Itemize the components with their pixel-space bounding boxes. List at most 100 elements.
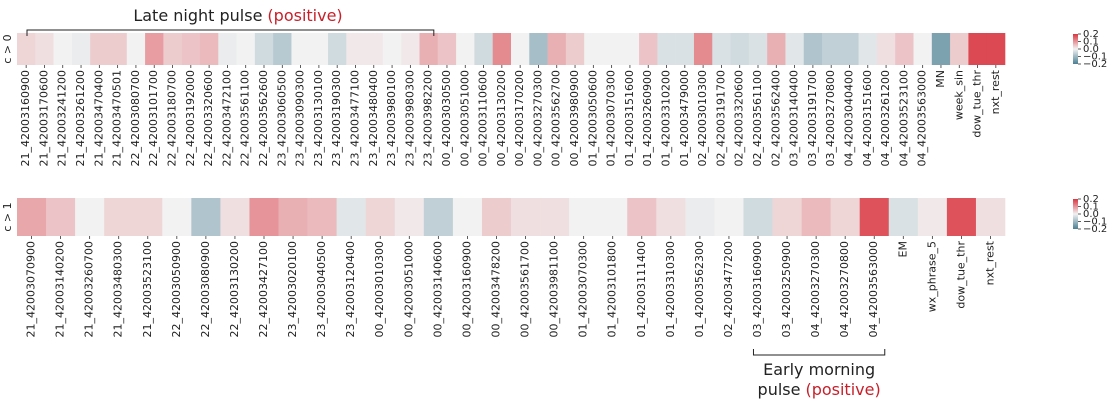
heatmap-cell xyxy=(249,198,279,236)
x-tick-label: dow_tue_thr xyxy=(971,70,984,138)
heatmap-cell xyxy=(772,198,802,236)
heatmap-cell xyxy=(191,198,221,236)
x-tick-label: 21_42003480300 xyxy=(112,241,125,337)
x-tick-label: 04_42003270800 xyxy=(838,241,851,337)
x-tick-label: 02_42003562400 xyxy=(769,70,782,166)
bracket xyxy=(752,349,886,356)
heatmap-cell xyxy=(748,33,768,65)
colorbar-tick-label: 0.2 xyxy=(1083,194,1099,205)
heatmap-cell xyxy=(656,198,686,236)
heatmap-cell xyxy=(675,33,695,65)
x-tick-label: 21_42003523100 xyxy=(141,241,154,337)
x-tick-label: 01_42003070300 xyxy=(605,70,618,166)
x-tick-label: 22_42003101700 xyxy=(147,70,160,166)
heatmap-cell xyxy=(328,33,347,65)
heatmap-cell xyxy=(598,198,628,236)
heatmap-cell xyxy=(145,33,164,65)
colorbar-tick-label: −0.1 xyxy=(1083,217,1107,228)
heatmap-cell xyxy=(104,198,134,236)
colorbar-tick-label: 0.0 xyxy=(1083,209,1099,220)
heatmap-cell xyxy=(278,198,308,236)
heatmap-cell xyxy=(365,198,396,236)
heatmap-cell xyxy=(895,33,914,65)
x-tick-label: 22_42003192000 xyxy=(184,70,197,166)
heatmap-cell xyxy=(17,33,36,65)
x-tick-label: 21_42003261200 xyxy=(74,70,87,166)
x-tick-label: 23_42003120400 xyxy=(344,241,357,337)
heatmap-cell xyxy=(584,33,603,65)
heatmap-cell xyxy=(712,33,731,65)
x-tick-label: 21_42003160900 xyxy=(19,70,32,166)
colorbar-tick-label: 0.1 xyxy=(1083,37,1099,48)
heatmap-cell xyxy=(801,198,831,236)
x-tick-label: 04_42003261200 xyxy=(879,70,892,166)
x-tick-label: 04_42003040400 xyxy=(842,70,855,166)
annotation: Early morning xyxy=(763,360,875,379)
heatmap-cell xyxy=(931,33,951,65)
y-axis-label: c > 0 xyxy=(1,34,14,63)
x-tick-label: 00_42003980900 xyxy=(568,70,581,166)
x-tick-label: 01_42003310300 xyxy=(664,241,677,337)
x-tick-label: 21_42003140200 xyxy=(54,241,67,337)
x-tick-label: 00_42003170200 xyxy=(513,70,526,166)
heatmap-cell xyxy=(53,33,73,65)
heatmap-cell xyxy=(401,33,420,65)
x-tick-label: 21_42003241200 xyxy=(56,70,69,166)
heatmap-cell xyxy=(218,33,237,65)
heatmap-cell xyxy=(46,198,76,236)
heatmap-cell xyxy=(126,33,146,65)
heatmap-cell xyxy=(220,198,250,236)
heatmap-cell xyxy=(162,198,192,236)
x-tick-label: 23_42003020100 xyxy=(286,241,299,337)
x-tick-label: 00_42003270300 xyxy=(531,70,544,166)
heatmap-cell xyxy=(888,198,919,236)
heatmap-cell xyxy=(423,198,454,236)
heatmap-cell xyxy=(17,198,47,236)
heatmap-cell xyxy=(529,33,548,65)
heatmap-cell xyxy=(452,198,483,236)
heatmap-cell xyxy=(419,33,439,65)
x-tick-label: 21_42003260700 xyxy=(83,241,96,337)
heatmap-cell xyxy=(840,33,859,65)
x-tick-label: 22_42003562600 xyxy=(257,70,270,166)
heatmap-cell xyxy=(639,33,658,65)
x-tick-label: 22_42003050900 xyxy=(170,241,183,337)
heatmap-cell xyxy=(859,198,890,236)
x-tick-label: 22_42003561100 xyxy=(239,70,252,166)
heatmap-cell xyxy=(569,198,599,236)
x-tick-label: 01_42003260900 xyxy=(641,70,654,166)
colorbar-tick-label: −0.2 xyxy=(1083,224,1107,235)
colorbar-tick-label: 0.1 xyxy=(1083,202,1099,213)
x-tick-label: 02_42003477200 xyxy=(722,241,735,337)
heatmap-cell xyxy=(693,33,713,65)
x-tick-label: 00_42003051000 xyxy=(458,70,471,166)
heatmap-cell xyxy=(975,198,1006,236)
x-tick-label: 00_42003010300 xyxy=(373,241,386,337)
heatmap-cell xyxy=(730,33,750,65)
x-tick-label: wx_phrase_5 xyxy=(925,241,938,312)
x-tick-label: 03_42003160900 xyxy=(751,241,764,337)
heatmap-cell xyxy=(767,33,786,65)
x-tick-label: nxt_rest xyxy=(989,69,1002,114)
annotation: pulse (positive) xyxy=(758,380,881,399)
x-tick-label: 02_42003191700 xyxy=(714,70,727,166)
heatmap-cell xyxy=(565,33,585,65)
heatmap-cell xyxy=(236,33,256,65)
heatmap-cell xyxy=(986,33,1006,65)
x-tick-label: 01_42003151600 xyxy=(623,70,636,166)
colorbar-tick-label: −0.2 xyxy=(1083,59,1107,70)
heatmap-cell xyxy=(511,33,530,65)
heatmap-cell xyxy=(968,33,988,65)
x-tick-label: 23_42003060500 xyxy=(275,70,288,166)
x-tick-label: 22_42003320600 xyxy=(202,70,215,166)
x-tick-label: 03_42003191700 xyxy=(806,70,819,166)
x-tick-label: 22_42003427100 xyxy=(257,241,270,337)
x-tick-label: 04_42003270300 xyxy=(809,241,822,337)
heatmap-cell xyxy=(620,33,640,65)
heatmap-cell xyxy=(547,33,567,65)
heatmap-cell xyxy=(273,33,292,65)
heatmap-cell xyxy=(913,33,933,65)
x-tick-label: 04_42003563000 xyxy=(916,70,929,166)
annotation-highlight: (positive) xyxy=(805,380,880,399)
x-tick-label: 21_42003070900 xyxy=(25,241,38,337)
